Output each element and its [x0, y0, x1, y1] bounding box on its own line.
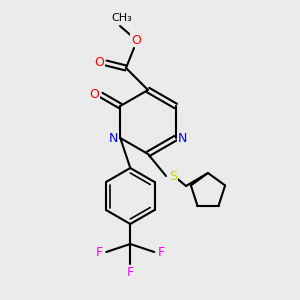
Text: O: O — [131, 34, 141, 46]
Text: S: S — [169, 169, 177, 182]
Text: F: F — [96, 245, 103, 259]
Text: O: O — [89, 88, 99, 100]
Text: N: N — [109, 131, 118, 145]
Text: N: N — [178, 131, 188, 145]
Text: O: O — [94, 56, 104, 70]
Text: F: F — [127, 266, 134, 278]
Text: F: F — [158, 245, 165, 259]
Text: CH₃: CH₃ — [112, 13, 132, 23]
